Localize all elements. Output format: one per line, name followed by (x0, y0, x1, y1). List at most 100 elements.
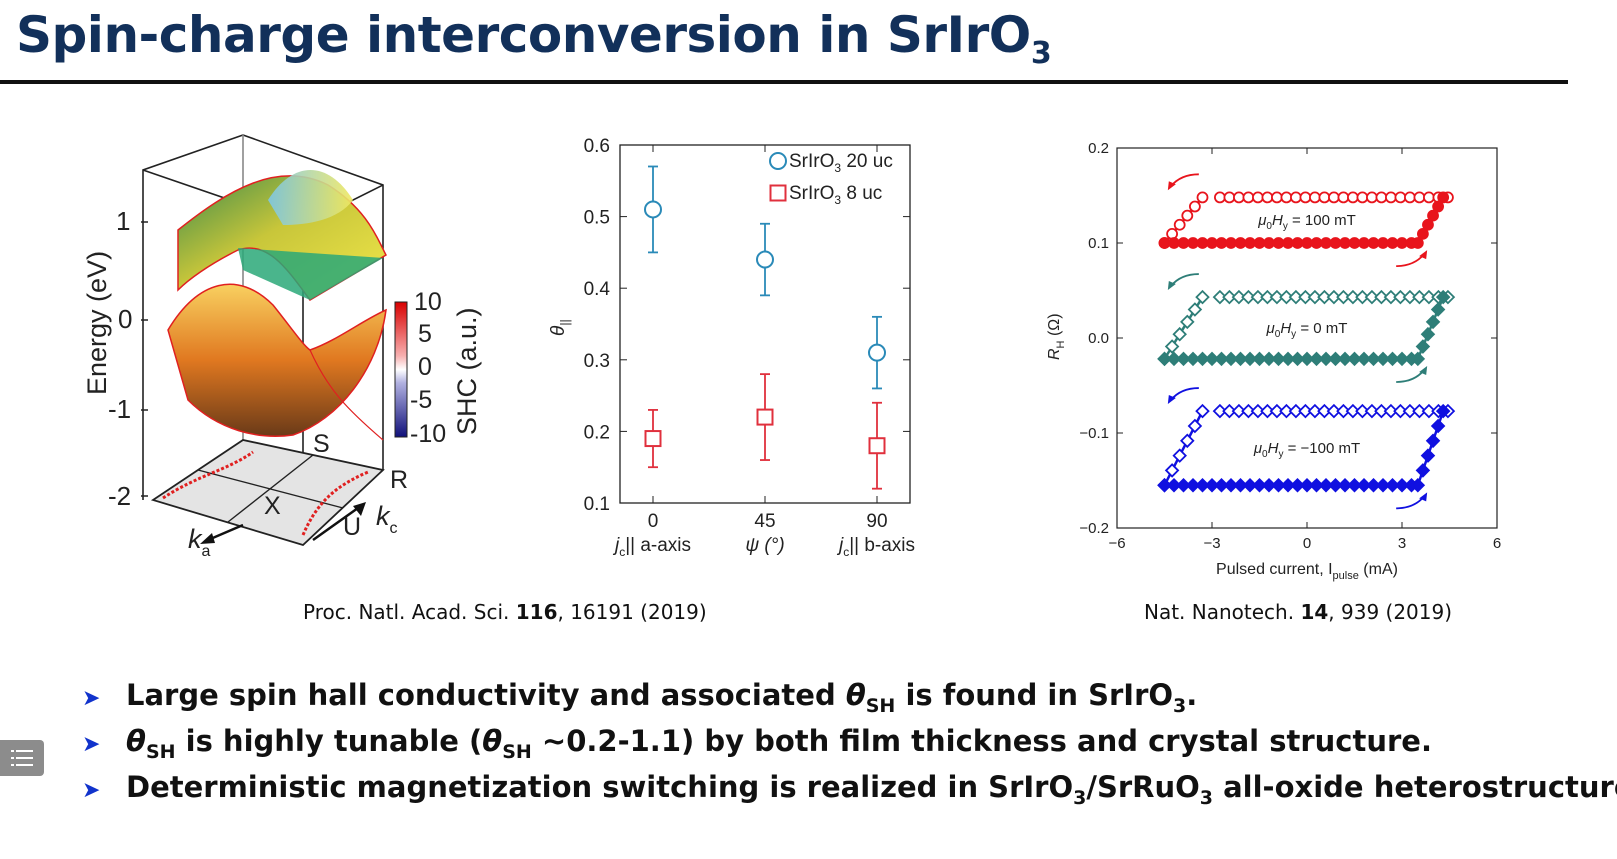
right-citation: Nat. Nanotech. 14, 939 (2019) (1144, 600, 1453, 624)
data-point-circle (756, 250, 774, 269)
loop-point (1172, 326, 1187, 342)
arrow-bullet-icon: ➤ (82, 732, 101, 757)
loop-point (1367, 237, 1380, 249)
loop-point (1412, 289, 1427, 305)
loop-point (1214, 351, 1229, 367)
hall-resistance-loops-chart: −6 −3 0 3 6 0.2 0.1 0.0 −0.1 −0.2 Pulsed current, … (1046, 140, 1501, 582)
x-tick-label: 45 (754, 511, 775, 532)
sweep-arrowhead (1167, 181, 1176, 191)
loop-point (1212, 289, 1228, 305)
loop-point (1412, 403, 1427, 419)
loop-point (1212, 403, 1228, 419)
y-tick-label: 0.2 (584, 422, 610, 443)
loop-point (1298, 289, 1313, 305)
x-tick-label: 0 (1303, 535, 1311, 552)
loop-point (1260, 289, 1275, 305)
loop-point (1223, 191, 1236, 204)
loop-point (1355, 403, 1370, 419)
arrow-bullet-icon: ➤ (82, 686, 101, 711)
colorbar-tick: -5 (410, 386, 432, 414)
loop-point (1386, 237, 1399, 249)
x-tick-label: −3 (1203, 535, 1220, 552)
loop-point (1215, 237, 1228, 249)
colorbar-tick: 5 (418, 320, 432, 348)
loop-point (1214, 477, 1229, 493)
lower-band-surface (167, 283, 387, 437)
loop-point (1271, 351, 1286, 367)
loop-point (1358, 237, 1370, 249)
bullet-list: ➤ Large spin hall conductivity and associ… (82, 672, 1617, 810)
loop-point (1309, 351, 1324, 367)
x-axis-label-right: jc|| b-axis (836, 535, 915, 559)
loop-point (1196, 237, 1209, 249)
loop-point (1385, 477, 1400, 493)
loop-point (1423, 191, 1435, 204)
list-icon (11, 750, 33, 766)
y-tick-label: 0.6 (584, 136, 610, 157)
loop-point (1393, 289, 1408, 305)
loop-point (1348, 237, 1361, 249)
loop-point (1364, 403, 1380, 419)
loop-point (1195, 351, 1210, 367)
label-S: S (313, 430, 330, 458)
loop-point (1326, 403, 1342, 419)
loop-point (1252, 191, 1264, 204)
x-tick-label: 6 (1493, 535, 1501, 552)
shc-colorbar (394, 301, 408, 438)
loop-point (1299, 351, 1315, 367)
loop-point (1385, 351, 1400, 367)
loop-point (1374, 403, 1389, 419)
loop-point (1222, 289, 1237, 305)
legend-marker-square (769, 184, 787, 202)
x-tick-label: −6 (1108, 535, 1125, 552)
loop-point (1339, 237, 1351, 249)
loop-point (1420, 448, 1436, 463)
data-point-square (868, 437, 886, 455)
loop-point (1425, 314, 1441, 330)
loop-point (1366, 477, 1381, 493)
loop-point (1242, 191, 1255, 204)
loop-point (1291, 237, 1304, 249)
loop-point (1336, 289, 1351, 305)
y-tick-label: 0.1 (1088, 235, 1109, 252)
legend-marker-circle (769, 152, 787, 170)
y-tick-label: 0.0 (1088, 330, 1109, 347)
loop-point (1328, 351, 1343, 367)
loop-point (1337, 351, 1353, 367)
loop-point (1225, 237, 1237, 249)
loop-point (1337, 477, 1353, 493)
slide-menu-button[interactable] (0, 740, 44, 776)
x-axis-label-left: jc|| a-axis (612, 535, 691, 559)
energy-tick: 0 (118, 304, 132, 334)
loop-point (1435, 289, 1451, 305)
loop-point (1394, 477, 1410, 493)
loop-point (1282, 237, 1294, 249)
loop-point (1430, 418, 1446, 434)
loop-point (1328, 477, 1343, 493)
loop-point (1187, 418, 1203, 434)
loop-point (1279, 403, 1294, 419)
loop-point (1173, 218, 1186, 231)
loop-point (1396, 237, 1408, 249)
y-tick-label: −0.1 (1079, 425, 1109, 442)
legend-entry: SrIrO3 8 uc (789, 183, 882, 207)
loop-point (1410, 351, 1426, 367)
loop-point (1345, 403, 1361, 419)
loop-point (1253, 237, 1266, 249)
loop-point (1374, 289, 1389, 305)
loop-point (1347, 351, 1362, 367)
loop-point (1206, 237, 1218, 249)
loop-point (1187, 237, 1199, 249)
loop-point (1430, 302, 1446, 317)
loop-point (1416, 227, 1429, 240)
loop-point (1157, 477, 1172, 493)
loop-point (1233, 477, 1248, 493)
loop-point (1356, 191, 1369, 204)
energy-tick: 1 (116, 206, 130, 236)
loop-point (1250, 289, 1266, 305)
hysteresis-loop (1157, 289, 1456, 367)
loop-point (1318, 477, 1334, 493)
loop-point (1280, 477, 1296, 493)
loop-point (1195, 403, 1210, 419)
loop-point (1176, 477, 1191, 493)
